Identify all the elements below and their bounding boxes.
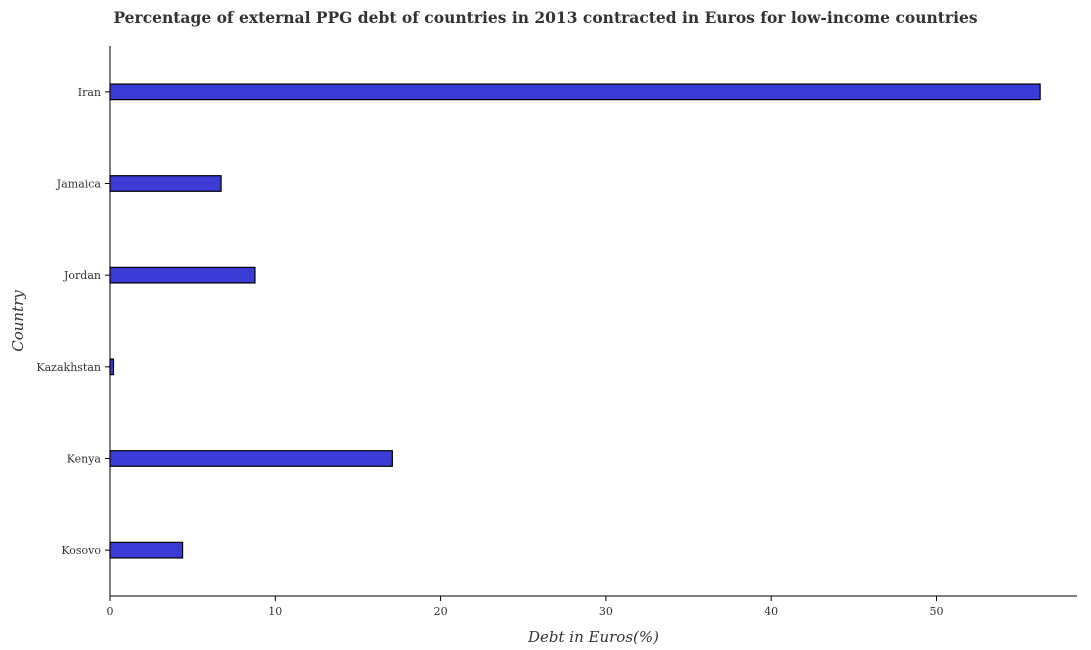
y-tick-label: Iran (78, 86, 101, 99)
labels-layer: Iran Jamaica Jordan Kazakhstan Kenya Kosovo 0 1… (9, 86, 943, 646)
y-tick-label: Kenya (67, 453, 102, 466)
bar-iran (109, 83, 1041, 101)
axes-layer (105, 46, 1077, 601)
bar-kazakhstan (109, 358, 115, 376)
bars-layer (109, 83, 1041, 559)
x-tick-label: 30 (599, 605, 613, 618)
y-axis-title: Country (9, 290, 27, 352)
bar-kenya (109, 450, 393, 467)
x-tick-label: 20 (434, 605, 448, 618)
x-tick-label: 10 (268, 605, 282, 618)
x-tick-label: 0 (107, 605, 114, 618)
x-axis-title: Debt in Euros(%) (527, 628, 659, 646)
x-tick-label: 50 (929, 605, 943, 618)
bar-jamaica (109, 175, 222, 192)
y-tick-label: Jordan (63, 269, 101, 282)
bar-kosovo (109, 541, 184, 559)
y-tick-label: Kosovo (61, 544, 101, 557)
bar-jordan (109, 266, 256, 284)
y-tick-label: Kazakhstan (36, 361, 101, 374)
x-tick-label: 40 (764, 605, 778, 618)
y-tick-label: Jamaica (56, 178, 102, 191)
chart-title: Percentage of external PPG debt of count… (113, 8, 978, 27)
